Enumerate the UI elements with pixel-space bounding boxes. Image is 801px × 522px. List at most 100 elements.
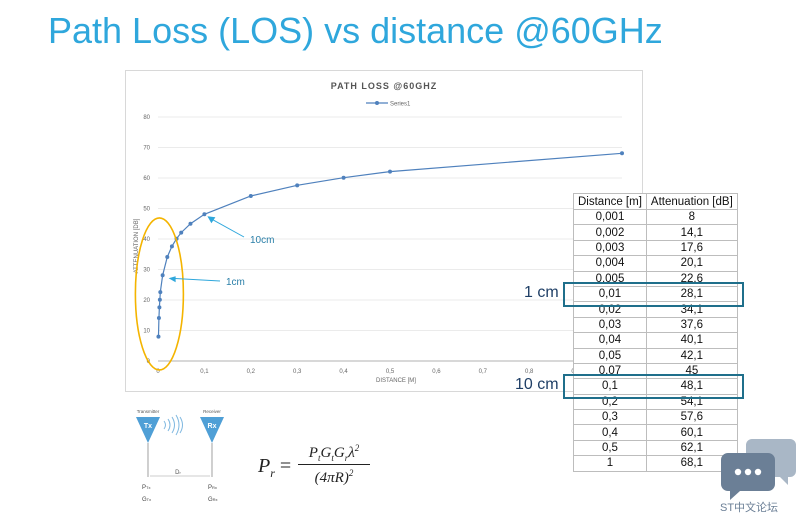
table-row: 0,01 28,1 [573,285,738,303]
rx-antenna-icon [200,417,224,443]
data-point [388,169,392,174]
legend-series-label: Series1 [390,102,411,108]
data-point [620,151,624,156]
data-point [160,273,165,278]
highlight-box-1cm [563,282,744,307]
table-cell-distance: 0,04 [573,332,647,349]
line-chart: PATH LOSS @60GHZ Series1 0 10 20 30 40 50 60 70… [134,81,624,384]
tx-antenna-icon [136,417,160,443]
y-axis-label: ATTENUATION [DB] [134,218,140,273]
formula-denominator: (4πR)2 [314,468,354,486]
distance-label: Dr [175,470,181,476]
tx-power-label: PTx [142,485,150,491]
table-row: 0,002 14,1 [573,224,738,241]
y-tick-label: 70 [143,146,150,152]
table-cell-attenuation: 8 [645,208,738,226]
table-cell-attenuation: 20,1 [645,255,738,272]
data-point [202,212,207,217]
table-cell-attenuation: 42,1 [645,347,738,364]
formula-fraction-bar [298,464,370,465]
rx-top-label: Receiver [203,409,221,414]
y-tick-label: 60 [143,176,150,182]
table-cell-attenuation: 57,6 [645,409,738,426]
x-tick-labels: 00,10,20,30,40,50,60,70,80,9 [156,369,580,375]
rx-gain-label: GRx [208,497,218,503]
table-cell-distance: 0,4 [573,424,647,441]
x-tick-label: 0,7 [479,369,488,375]
table-cell-distance: 0,004 [573,255,647,272]
chart-grid [158,116,622,362]
table-row: 0,003 17,6 [573,239,738,257]
watermark-logo: ST中文论坛 [718,437,798,517]
formula-numerator: PtGtGrλ2 [308,443,360,463]
y-tick-label: 50 [143,207,150,213]
table-row: 0,3 57,6 [573,409,738,426]
table-row: 0,04 40,1 [573,332,738,349]
data-point [169,244,174,249]
table-cell-distance: 0,03 [573,316,647,334]
table-row: 1 68,1 [573,455,738,472]
table-cell-attenuation: 14,1 [645,224,738,241]
data-point [341,175,346,180]
table-row: 0,004 20,1 [573,255,738,272]
table-cell-attenuation: 60,1 [645,424,738,441]
rx-power-label: PRx [208,485,217,491]
callout-line-10cm [208,216,245,238]
y-tick-label: 80 [143,115,150,121]
table-row: 0,03 37,6 [573,316,738,334]
x-tick-label: 0,2 [247,369,256,375]
x-tick-label: 0,6 [432,369,441,375]
x-tick-label: 0,1 [200,369,209,375]
x-tick-label: 0,5 [386,369,395,375]
chart-frame: PATH LOSS @60GHZ Series1 0 10 20 30 40 50 60 70… [125,70,643,392]
table-cell-distance: 1 [573,455,647,472]
table-cell-distance: 0,01 [573,285,647,303]
highlight-label-10cm: 10 cm [515,376,559,393]
data-point [248,193,253,198]
table-cell-attenuation: 68,1 [645,455,738,472]
slide-title: Path Loss (LOS) vs distance @60GHz [48,10,663,51]
tx-gain-label: GTx [142,497,151,503]
table-row: 0,4 60,1 [573,424,738,441]
table-cell-distance: 0,3 [573,409,647,426]
table-cell-distance: 0,05 [573,347,647,364]
y-tick-label: 30 [143,268,150,274]
y-tick-label: 10 [143,329,150,335]
table-cell-distance: 0,002 [573,224,647,241]
chart-title: PATH LOSS @60GHZ [331,81,437,91]
highlight-label-1cm: 1 cm [524,284,559,301]
x-axis-label: DISTANCE [M] [376,378,416,384]
radio-waves-icon [163,414,183,436]
table-row: 0,05 42,1 [573,347,738,364]
data-point [179,230,184,235]
near-field-highlight-ellipse [134,217,185,371]
table-header-attenuation: Attenuation [dB] [645,193,738,210]
table-cell-distance: 0,001 [573,208,647,226]
chart-legend: Series1 [366,101,411,108]
y-tick-label: 20 [143,298,150,304]
table-cell-attenuation: 37,6 [645,316,738,334]
table-cell-attenuation: 62,1 [645,439,738,457]
chart-annotations: 10cm 1cm [134,216,274,371]
data-point [295,183,300,188]
data-point [156,315,161,320]
table-cell-attenuation: 17,6 [645,239,738,257]
tx-label: Tx [144,423,152,430]
x-tick-label: 0,4 [339,369,348,375]
table-cell-distance: 0,003 [573,239,647,257]
table-row: 0,5 62,1 [573,439,738,457]
table-cell-distance: 0,5 [573,439,647,457]
data-point [156,334,161,339]
watermark-text: ST中文论坛 [720,502,779,514]
callout-arrowhead-1cm [168,276,176,283]
table-cell-distance: 0,1 [573,378,647,395]
y-tick-label: 40 [143,237,150,243]
tx-top-label: Transmitter [137,409,160,414]
link-diagram: Transmitter Receiver Tx Rx Dr PTx GTx PR… [136,409,224,503]
data-point [157,297,162,302]
callout-arrowhead-10cm [207,216,216,224]
data-point [188,221,193,226]
table-cell-attenuation: 40,1 [645,332,738,349]
series-polyline [157,152,623,337]
